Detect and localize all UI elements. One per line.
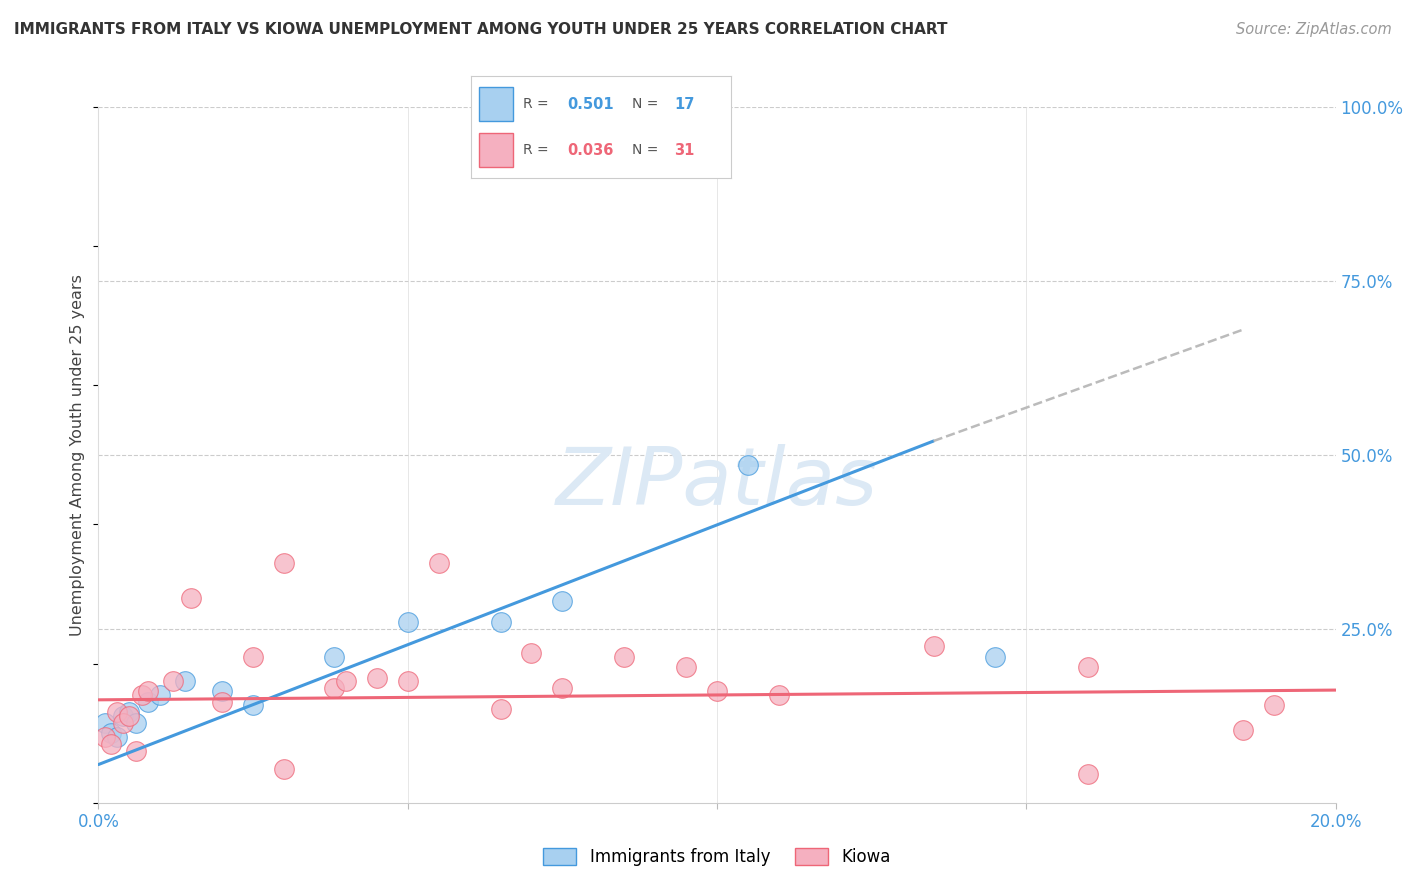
Point (93, 715, 115, 730)
Point (100, 737, 122, 751)
Point (118, 708, 141, 723)
Point (613, 649, 636, 664)
Point (211, 695, 233, 709)
Point (180, 591, 202, 605)
Point (551, 681, 574, 695)
Point (112, 708, 135, 723)
Point (396, 674, 419, 689)
Point (366, 671, 388, 685)
Point (273, 763, 295, 777)
Point (93, 730, 115, 744)
FancyBboxPatch shape (479, 87, 513, 121)
Text: 31: 31 (673, 143, 695, 158)
Text: Source: ZipAtlas.com: Source: ZipAtlas.com (1236, 22, 1392, 37)
Text: R =: R = (523, 97, 553, 111)
Point (675, 660, 697, 674)
Point (489, 615, 512, 629)
Point (105, 730, 128, 744)
Point (136, 695, 159, 709)
Point (118, 706, 141, 720)
Point (520, 646, 543, 660)
Point (242, 649, 264, 664)
FancyBboxPatch shape (479, 133, 513, 167)
Point (737, 458, 759, 473)
Point (922, 639, 945, 653)
Point (706, 684, 728, 698)
Point (489, 702, 512, 716)
Point (149, 688, 172, 702)
Point (100, 726, 122, 740)
Point (322, 649, 344, 664)
Point (242, 698, 264, 713)
Point (1077, 660, 1099, 674)
Point (551, 594, 574, 608)
Point (335, 674, 357, 689)
Text: R =: R = (523, 144, 553, 157)
Text: 0.501: 0.501 (567, 96, 614, 112)
Point (1232, 723, 1254, 737)
Point (396, 615, 419, 629)
Point (768, 688, 790, 702)
Point (124, 715, 146, 730)
Text: N =: N = (633, 144, 664, 157)
Point (136, 684, 159, 698)
Point (162, 674, 184, 689)
Text: N =: N = (633, 97, 664, 111)
Point (174, 674, 197, 689)
Point (1263, 698, 1285, 713)
Point (273, 556, 295, 570)
Y-axis label: Unemployment Among Youth under 25 years: Unemployment Among Youth under 25 years (70, 274, 86, 636)
Point (112, 715, 135, 730)
Point (105, 706, 128, 720)
Text: 0.036: 0.036 (567, 143, 613, 158)
Point (322, 681, 344, 695)
Point (1077, 766, 1099, 780)
Text: 17: 17 (673, 96, 695, 112)
Legend: Immigrants from Italy, Kiowa: Immigrants from Italy, Kiowa (534, 839, 900, 874)
Point (124, 744, 146, 758)
Point (984, 649, 1007, 664)
Point (211, 684, 233, 698)
Text: IMMIGRANTS FROM ITALY VS KIOWA UNEMPLOYMENT AMONG YOUTH UNDER 25 YEARS CORRELATI: IMMIGRANTS FROM ITALY VS KIOWA UNEMPLOYM… (14, 22, 948, 37)
Point (131, 688, 153, 702)
Point (427, 556, 450, 570)
Text: ZIPatlas: ZIPatlas (555, 443, 879, 522)
